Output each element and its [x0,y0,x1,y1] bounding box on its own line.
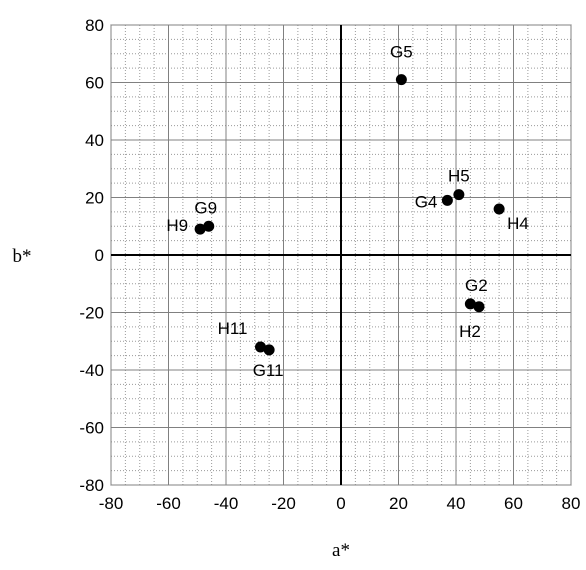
y-tick-label: 0 [95,246,104,265]
data-point [473,301,485,313]
x-tick-label: 0 [336,494,345,513]
point-labels: G5 H5 G4 H4 G9 H9 G2 H2 H11 G11 [166,43,528,380]
point-label: G4 [415,192,438,211]
data-point [453,189,465,201]
x-axis-title: a* [332,540,350,561]
data-point [395,74,407,86]
x-tick-label: -80 [99,494,124,513]
x-tick-label: 20 [389,494,408,513]
point-label: H4 [507,214,529,233]
data-point [263,344,275,356]
x-tick-label: 80 [562,494,581,513]
point-label: G9 [194,198,217,217]
data-point [255,341,266,353]
point-label: H2 [459,322,481,341]
data-point [441,194,453,206]
y-axis-title: b* [13,246,32,267]
y-tick-label: -40 [79,361,104,380]
point-label: G5 [390,43,413,62]
y-tick-label: 20 [85,189,104,208]
data-point [493,203,505,215]
x-tick-label: 40 [447,494,466,513]
y-tick-label: -80 [79,476,104,495]
data-points [194,74,505,356]
point-label: G2 [465,276,488,295]
data-point [203,220,215,232]
x-tick-label: -20 [271,494,296,513]
point-label: G11 [253,361,284,380]
x-tick-labels: -80 -60 -40 -20 0 20 40 60 80 [99,494,581,513]
y-tick-labels: -80 -60 -40 -20 0 20 40 60 80 [79,16,104,495]
point-label: H5 [448,167,470,186]
y-tick-label: 40 [85,131,104,150]
data-point [464,298,476,310]
x-tick-label: 60 [504,494,523,513]
data-point [194,223,206,235]
y-tick-label: -60 [79,419,104,438]
x-tick-label: -40 [214,494,239,513]
x-tick-label: -60 [156,494,181,513]
point-label: H11 [218,319,248,338]
y-tick-label: 80 [85,16,104,35]
y-tick-label: 60 [85,74,104,93]
point-label: H9 [166,216,188,235]
y-tick-label: -20 [79,304,104,323]
